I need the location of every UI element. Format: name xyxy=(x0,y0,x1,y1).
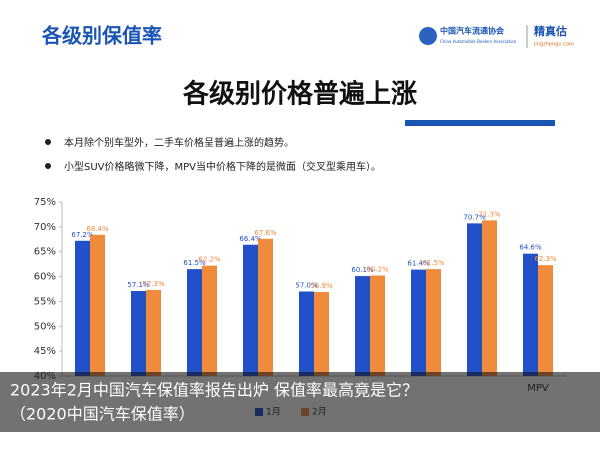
value-label: 57.3% xyxy=(142,280,165,288)
bar xyxy=(538,265,553,376)
bar xyxy=(258,238,273,376)
value-label: 56.9% xyxy=(310,282,333,290)
bar xyxy=(187,269,202,376)
bullet: 本月除个别车型外，二手车价格呈普遍上涨的趋势。 xyxy=(64,136,294,149)
y-tick-label: 65% xyxy=(34,247,56,258)
bar xyxy=(426,269,441,376)
value-label: 67.2% xyxy=(71,231,94,239)
bar xyxy=(355,276,370,376)
y-tick-label: 70% xyxy=(34,222,56,233)
value-label: 68.4% xyxy=(86,225,109,233)
value-label: 70.7% xyxy=(463,213,486,221)
bar xyxy=(370,275,385,376)
caption-line: （2020中国汽车保值率） xyxy=(10,405,195,424)
org-name-en: China Automobile Dealers Association xyxy=(440,39,517,44)
y-tick-label: 60% xyxy=(34,272,56,283)
brand-url: jingzhengu.com xyxy=(533,42,574,48)
value-label: 61.5% xyxy=(422,259,445,267)
headline-bar xyxy=(405,120,555,126)
value-label: 66.4% xyxy=(239,235,262,243)
bar xyxy=(243,244,258,376)
org-logo xyxy=(419,27,437,45)
header-title: 各级别保值率 xyxy=(41,24,162,48)
headline: 各级别价格普遍上涨 xyxy=(182,79,417,110)
caption-line: 2023年2月中国汽车保值率报告出炉 保值率最高竟是它？ xyxy=(10,381,418,400)
bar xyxy=(202,265,217,376)
bullet-dot xyxy=(45,163,51,169)
caption-band xyxy=(0,372,600,432)
y-tick-label: 75% xyxy=(34,197,56,208)
value-label: 61.4% xyxy=(407,260,430,268)
bullet-dot xyxy=(45,139,51,145)
value-label: 62.3% xyxy=(534,255,557,263)
value-label: 62.2% xyxy=(198,256,221,264)
caption-overlay: 2023年2月中国汽车保值率报告出炉 保值率最高竟是它？ （2020中国汽车保值… xyxy=(0,372,600,432)
bar xyxy=(299,291,314,376)
value-label: 64.6% xyxy=(519,244,542,252)
value-label: 60.1% xyxy=(351,266,374,274)
bar xyxy=(523,253,538,376)
y-tick-label: 55% xyxy=(34,296,56,307)
bar xyxy=(411,269,426,376)
bar xyxy=(146,289,161,376)
y-tick-label: 45% xyxy=(34,346,56,357)
value-label: 57.1% xyxy=(127,281,150,289)
brand: 精真估 xyxy=(534,24,567,38)
y-tick-label: 50% xyxy=(34,321,56,332)
value-label: 61.5% xyxy=(183,259,206,267)
bar xyxy=(75,240,90,376)
bar xyxy=(467,223,482,376)
bar xyxy=(90,234,105,376)
org-name: 中国汽车流通协会 xyxy=(440,26,504,36)
value-label: 57.0% xyxy=(295,281,318,289)
bar xyxy=(314,291,329,376)
value-label: 67.6% xyxy=(254,229,277,237)
value-label: 60.2% xyxy=(366,266,389,274)
bar xyxy=(482,220,497,376)
bullet: 小型SUV价格略微下降，MPV当中价格下降的是微面（交叉型乘用车）。 xyxy=(64,160,381,173)
bar xyxy=(131,290,146,376)
value-label: 71.3% xyxy=(478,210,501,218)
